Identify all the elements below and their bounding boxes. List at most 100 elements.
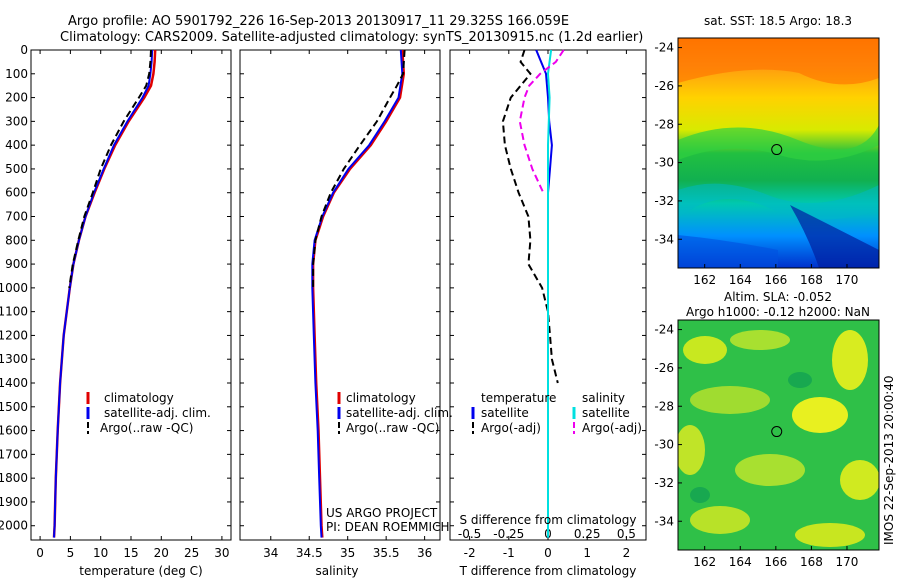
- map-sla-title-2: Argo h1000: -0.12 h2000: NaN: [686, 305, 870, 319]
- map-x-tick-label: 168: [800, 273, 823, 287]
- map-x-tick-label: 170: [836, 555, 859, 569]
- legend-s-satellite-label: satellite: [582, 406, 630, 420]
- difference-depth-ticks: [450, 49, 646, 527]
- title-line-1: Argo profile: AO 5901792_226 16-Sep-2013…: [68, 14, 570, 29]
- legend-t-satellite-label: satellite: [481, 406, 529, 420]
- legend-temperature-heading: temperature: [481, 391, 556, 405]
- s-difference-ticks: -0.5 -0.25 0 0.25 0.5: [458, 527, 636, 541]
- x-tick-label: 34: [263, 546, 278, 560]
- s-tick-label: 0.5: [617, 527, 636, 541]
- salinity-lines: [311, 49, 406, 538]
- series-line: [518, 49, 565, 194]
- map-x-tick-label: 162: [693, 555, 716, 569]
- s-tick-label: -0.25: [493, 527, 524, 541]
- map-y-tick-label: -34: [654, 514, 674, 528]
- s-difference-xlabel: S difference from climatology: [460, 513, 637, 527]
- temperature-ticks: 0 5 10 15 20 25 30: [36, 50, 230, 560]
- series-line: [311, 49, 404, 538]
- x-tick-label: 2: [623, 546, 631, 560]
- salinity-xlabel: salinity: [315, 564, 358, 578]
- imos-timestamp-label: IMOS 22-Sep-2013 20:00:40: [882, 375, 896, 545]
- series-line: [53, 49, 154, 538]
- temperature-axes-box: [30, 49, 232, 541]
- x-tick-label: 35.5: [373, 546, 400, 560]
- sla-field: [678, 320, 879, 550]
- legend-climatology-label: climatology: [346, 391, 416, 405]
- x-tick-label: 25: [184, 546, 199, 560]
- legend-climatology-label: climatology: [104, 391, 174, 405]
- depth-tick-label: 400: [5, 138, 28, 152]
- x-tick-label: -2: [464, 546, 476, 560]
- depth-tick-label: 1100: [0, 305, 28, 319]
- depth-tick-label: 1500: [0, 400, 28, 414]
- map-y-tick-label: -28: [654, 117, 674, 131]
- map-y-tick-label: -24: [654, 323, 674, 337]
- map-sla-ticks: 162 164 166 168 170 -24 -26 -28 -30 -32 -34: [654, 323, 858, 569]
- map-sst-frame: [677, 37, 880, 269]
- depth-tick-label: 1900: [0, 495, 28, 509]
- x-tick-label: 0: [544, 546, 552, 560]
- map-sla-title-1: Altim. SLA: -0.052: [724, 290, 832, 304]
- map-y-tick-label: -34: [654, 232, 674, 246]
- map-sla: Altim. SLA: -0.052 Argo h1000: -0.12 h20…: [654, 290, 880, 569]
- depth-tick-label: 1800: [0, 471, 28, 485]
- x-tick-label: 34.5: [296, 546, 323, 560]
- credit-line-2: PI: DEAN ROEMMICH: [326, 520, 449, 534]
- salinity-axes-box: [239, 49, 441, 541]
- map-y-tick-label: -28: [654, 399, 674, 413]
- panel-difference: -2 -1 0 1 2 -0.5 -0.25 0 0.25 0.5 S difference f…: [449, 49, 647, 578]
- argo-location-marker: [771, 144, 783, 156]
- x-tick-label: 30: [214, 546, 229, 560]
- series-line: [68, 49, 152, 289]
- map-x-tick-label: 162: [693, 273, 716, 287]
- map-y-tick-label: -32: [654, 194, 674, 208]
- credit-line-1: US ARGO PROJECT: [326, 506, 438, 520]
- depth-tick-label: 1000: [0, 281, 28, 295]
- depth-tick-label: 900: [5, 257, 28, 271]
- legend-satellite-label: satellite-adj. clim.: [104, 406, 211, 420]
- series-line: [501, 49, 559, 384]
- depth-tick-label: 700: [5, 210, 28, 224]
- map-x-tick-label: 166: [764, 273, 787, 287]
- map-y-tick-label: -30: [654, 438, 674, 452]
- x-tick-label: 35: [340, 546, 355, 560]
- map-sst-ticks: 162 164 166 168 170 -24 -26 -28 -30 -32 -34: [654, 41, 858, 287]
- t-difference-ticks: -2 -1 0 1 2: [464, 50, 631, 560]
- legend-salinity-heading: salinity: [582, 391, 625, 405]
- map-x-tick-label: 164: [729, 555, 752, 569]
- temperature-legend: climatology satellite-adj. clim. Argo(..…: [86, 391, 211, 435]
- x-tick-label: 36: [417, 546, 432, 560]
- map-x-tick-label: 170: [836, 273, 859, 287]
- legend-argo-label: Argo(..raw -QC): [100, 421, 193, 435]
- salinity-legend: climatology satellite-adj. clim. Argo(..…: [337, 391, 453, 435]
- map-x-tick-label: 164: [729, 273, 752, 287]
- salinity-depth-ticks: [240, 49, 440, 527]
- series-line: [311, 49, 406, 538]
- salinity-ticks: 34 34.5 35 35.5 36: [263, 50, 432, 560]
- map-sla-frame: [677, 319, 880, 551]
- map-y-tick-label: -32: [654, 476, 674, 490]
- temperature-xlabel: temperature (deg C): [79, 564, 202, 578]
- x-tick-label: -1: [503, 546, 515, 560]
- depth-tick-label: 1200: [0, 328, 28, 342]
- series-line: [312, 49, 406, 288]
- map-y-tick-label: -26: [654, 361, 674, 375]
- legend-argo-label: Argo(..raw -QC): [346, 421, 439, 435]
- map-y-tick-label: -24: [654, 41, 674, 55]
- legend-satellite-label: satellite-adj. clim.: [346, 406, 453, 420]
- depth-tick-label: 500: [5, 162, 28, 176]
- argo-location-marker: [771, 426, 783, 438]
- depth-tick-label: 0: [20, 43, 28, 57]
- s-tick-label: -0.5: [458, 527, 481, 541]
- depth-tick-label: 800: [5, 233, 28, 247]
- map-x-tick-label: 166: [764, 555, 787, 569]
- depth-ticks: 0 100 200 300 400 500 600 700 800 900 1000 1100 1200…: [0, 43, 231, 533]
- s-tick-label: 0.25: [574, 527, 601, 541]
- panel-salinity: 34 34.5 35 35.5 36 salinity climatology sate…: [239, 49, 453, 578]
- depth-tick-label: 1700: [0, 447, 28, 461]
- depth-tick-label: 300: [5, 114, 28, 128]
- legend-s-argo-label: Argo(-adj): [582, 421, 642, 435]
- difference-legend: temperature satellite Argo(-adj) salinit…: [471, 391, 642, 435]
- series-line: [546, 49, 553, 538]
